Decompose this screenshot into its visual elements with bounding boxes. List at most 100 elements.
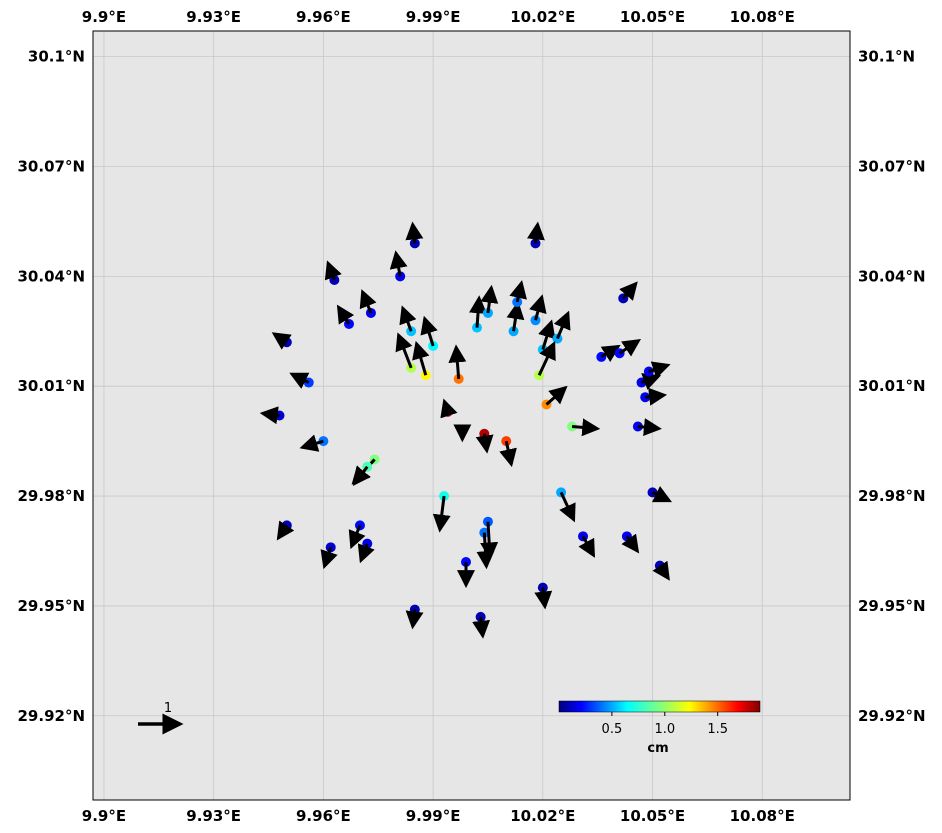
displacement-arrow [389,250,408,277]
displacement-arrow [432,495,451,533]
station [621,531,640,554]
station [526,221,545,249]
x-tick-label-top: 9.96°E [296,8,351,26]
displacement-arrow [600,344,621,362]
station [475,428,494,454]
station [457,556,476,589]
y-tick-label-left: 29.98°N [18,487,86,505]
station [359,289,377,318]
station [469,295,487,333]
displacement-arrow [480,284,499,314]
displacement-arrow [336,304,355,325]
station [440,398,458,419]
station [357,538,375,564]
displacement-arrow [526,221,545,244]
station [647,486,673,503]
station [567,418,601,437]
station [534,582,553,610]
station [529,294,547,326]
displacement-arrow [578,535,595,558]
displacement-arrow [412,340,430,376]
station [320,542,338,570]
station [420,315,439,351]
station [412,340,431,381]
displacement-arrow [395,332,413,369]
station [276,520,295,541]
station [472,611,491,639]
station [432,491,451,533]
colorbar-tick-label: 1.0 [654,722,675,737]
displacement-arrow [652,560,670,581]
station [405,604,424,630]
station [578,531,595,558]
reference-vector: 1 [138,701,184,735]
station [640,387,668,406]
x-tick-label-top: 10.02°E [510,8,575,26]
y-tick-label-right: 30.1°N [858,48,915,66]
displacement-arrow [545,385,568,406]
gridlines [93,31,850,800]
y-tick-label-right: 29.95°N [858,597,926,615]
colorbar-tick-label: 1.5 [707,722,728,737]
x-tick-label-bottom: 9.96°E [296,807,351,825]
x-tick-label-top: 10.05°E [620,8,685,26]
x-tick-label-bottom: 10.08°E [730,807,795,825]
displacement-arrow [405,221,424,244]
x-tick-label-bottom: 10.02°E [510,807,575,825]
station [271,332,292,350]
x-tick-label-bottom: 9.93°E [186,807,241,825]
station [614,338,642,359]
tick-labels: 9.9°E 9.9°E 9.93°E 9.93°E 9.96°E 9.96°E 9.99°E… [18,8,926,825]
station [509,280,527,307]
displacement-arrow [357,543,375,564]
displacement-arrow [276,520,295,541]
y-tick-label-left: 30.07°N [18,157,86,175]
station [324,260,342,286]
displacement-arrow [618,338,642,357]
displacement-arrow [271,332,292,350]
colorbar-gradient [558,700,761,713]
station [299,434,329,452]
y-tick-label-left: 30.04°N [18,267,86,285]
station [618,281,638,304]
station [399,305,417,337]
displacement-arrow [506,301,525,332]
map-background [93,31,850,800]
displacement-arrow [645,387,668,406]
y-tick-label-left: 30.1°N [28,48,85,66]
displacement-arrow [651,486,673,503]
displacement-arrow [537,341,556,376]
displacement-arrow [637,418,662,437]
x-tick-label-bottom: 9.99°E [406,807,461,825]
colorbar-tick-label: 0.5 [602,722,623,737]
displacement-arrow [480,521,499,561]
displacement-arrow [440,398,458,419]
station [632,418,662,437]
station [499,436,517,468]
x-tick-label-top: 10.08°E [730,8,795,26]
displacement-arrow [352,465,371,486]
station [389,250,408,282]
map-frame [92,30,851,801]
displacement-arrow [476,532,495,570]
displacement-arrow [469,295,487,328]
y-tick-label-right: 29.98°N [858,487,926,505]
x-tick-label-top: 9.9°E [82,8,126,26]
displacement-arrow [320,546,338,570]
station [336,304,355,329]
station [652,560,670,581]
displacement-arrow [448,344,467,380]
displacement-arrow [553,310,571,340]
displacement-arrow [619,281,638,301]
displacement-arrow [259,406,280,425]
displacement-arrow [571,418,601,437]
station [352,461,373,486]
displacement-arrow [559,491,576,523]
displacement-arrow [289,372,310,389]
displacement-arrow [348,524,366,550]
displacement-arrow [529,294,547,321]
colorbar-ticks: 0.5 1.0 1.5 [602,712,728,737]
station [534,341,556,381]
y-tick-label-left: 29.95°N [18,597,86,615]
station [556,487,576,523]
